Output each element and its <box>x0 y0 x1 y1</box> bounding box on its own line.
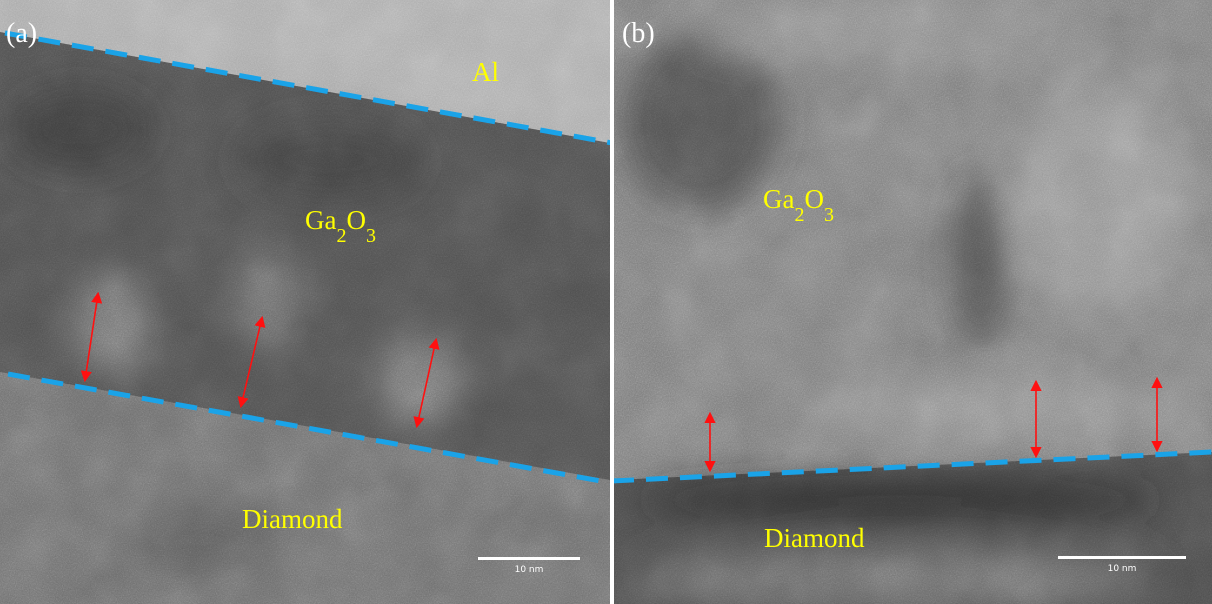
formula-part: 3 <box>824 204 834 226</box>
formula-part: Ga <box>763 184 794 214</box>
formula-part: 2 <box>794 204 804 226</box>
layer-label: Al <box>472 57 499 87</box>
layer-label: Diamond <box>242 504 343 534</box>
panel-tag: (b) <box>622 18 655 49</box>
scale-bar-label: 10 nm <box>1108 564 1137 574</box>
formula-part: 3 <box>366 225 376 247</box>
panel-b: (b) Ga2O3 Diamond 10 nm <box>612 0 1212 604</box>
formula-part: O <box>804 184 824 214</box>
formula-part: O <box>346 205 366 235</box>
scale-bar <box>478 557 580 560</box>
layer-label: Diamond <box>764 523 865 553</box>
formula-part: Ga <box>305 205 336 235</box>
panel-a: (a) Al Ga2O3 Diamond 10 nm <box>0 0 612 604</box>
formula-part: 2 <box>336 225 346 247</box>
figure: (a) Al Ga2O3 Diamond 10 nm (b) Ga2O3 Dia… <box>0 0 1212 604</box>
grain <box>614 0 1212 604</box>
scale-bar <box>1058 556 1186 559</box>
panel-tag: (a) <box>6 18 37 49</box>
scale-bar-label: 10 nm <box>515 565 544 575</box>
